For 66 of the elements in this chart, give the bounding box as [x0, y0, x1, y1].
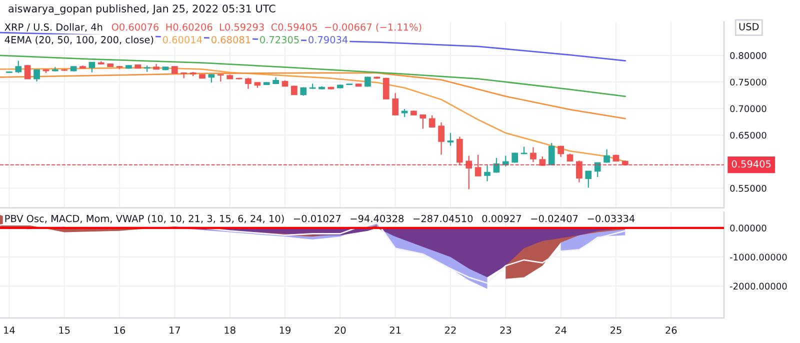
candlestick [420, 114, 426, 130]
text: 0.68081 [212, 36, 250, 44]
line-series [0, 54, 626, 98]
x-tick-label: 25 [610, 326, 622, 334]
x-tick-label: 21 [390, 326, 401, 334]
legend-title: PBV Osc, MACD, Mom, VWAP (10, 10, 21, 3, 15, 6, 24, 10) [5, 214, 284, 224]
candlestick [530, 146, 536, 163]
candlestick [24, 64, 31, 80]
y-tick-label: 0.65000 [730, 132, 766, 139]
chart-title: XRP / U.S. Dollar, 4h [4, 23, 102, 32]
candlestick [585, 170, 592, 188]
legend-title: 4EMA (20, 50, 100, 200, close) [4, 36, 154, 45]
y-tick-label: 0.75000 [730, 78, 766, 86]
x-tick-label: 19 [280, 326, 291, 334]
line-series [0, 66, 626, 162]
candlestick [438, 122, 444, 156]
candlestick [88, 62, 96, 73]
candlestick [502, 155, 509, 167]
candlestick [382, 77, 390, 100]
x-tick-label: 26 [666, 326, 677, 334]
x-tick-label: 22 [445, 326, 456, 334]
x-tick-label: 17 [170, 326, 180, 334]
y-tick-label: 0.80000 [730, 52, 766, 59]
annotation: −0.01027 [294, 214, 340, 222]
annotation: −287.04510 [414, 214, 473, 222]
x-tick-label: 18 [224, 326, 236, 334]
candlestick [392, 92, 399, 116]
y-tick-label: -2000.00000 [730, 282, 787, 290]
annotation: −0.02407 [531, 214, 578, 222]
x-tick-label: 23 [500, 326, 512, 334]
candlestick [604, 148, 610, 164]
candlestick [291, 85, 298, 96]
text: 0.60014 [162, 36, 202, 44]
candlestick [576, 160, 582, 183]
x-tick-label: 24 [555, 326, 566, 334]
series-label: 0.79034 [308, 36, 348, 44]
candlestick [15, 60, 22, 74]
x-tick-label: 16 [114, 326, 126, 334]
y-tick-label: 0.00000 [730, 224, 766, 232]
y-tick-label: -1000.00000 [730, 254, 787, 261]
ref-line-label: 0.59405 [732, 160, 771, 168]
candlestick [447, 132, 454, 146]
text: USD [739, 22, 759, 30]
text: aiswarya_gopan published, Jan 25, 2022 05:31 UTC [8, 4, 276, 15]
annotation: −0.03334 [588, 214, 635, 222]
candlestick [548, 142, 555, 166]
candlestick [594, 162, 601, 178]
y-tick-label: 0.55000 [730, 184, 766, 192]
candlestick [364, 76, 371, 88]
candlestick [34, 69, 40, 82]
candlestick [474, 154, 482, 177]
annotation: −94.40328 [350, 214, 404, 222]
candlestick [456, 136, 463, 166]
candlestick [484, 164, 490, 182]
text: 0.72305 [260, 36, 299, 44]
candlestick [428, 114, 436, 128]
line-series [0, 72, 626, 120]
candlestick [558, 145, 564, 158]
annotation: 0.00927 [482, 214, 521, 222]
x-tick-label: 15 [59, 326, 70, 334]
x-tick-label: 20 [334, 326, 346, 334]
candlestick [245, 77, 252, 90]
x-tick-label: 14 [4, 326, 15, 334]
y-tick-label: 0.70000 [730, 105, 766, 112]
candlestick [466, 155, 472, 190]
annotation: O0.60076 H0.60206 L0.59293 C0.59405 −0.00667 (−1.11%) [112, 23, 422, 32]
